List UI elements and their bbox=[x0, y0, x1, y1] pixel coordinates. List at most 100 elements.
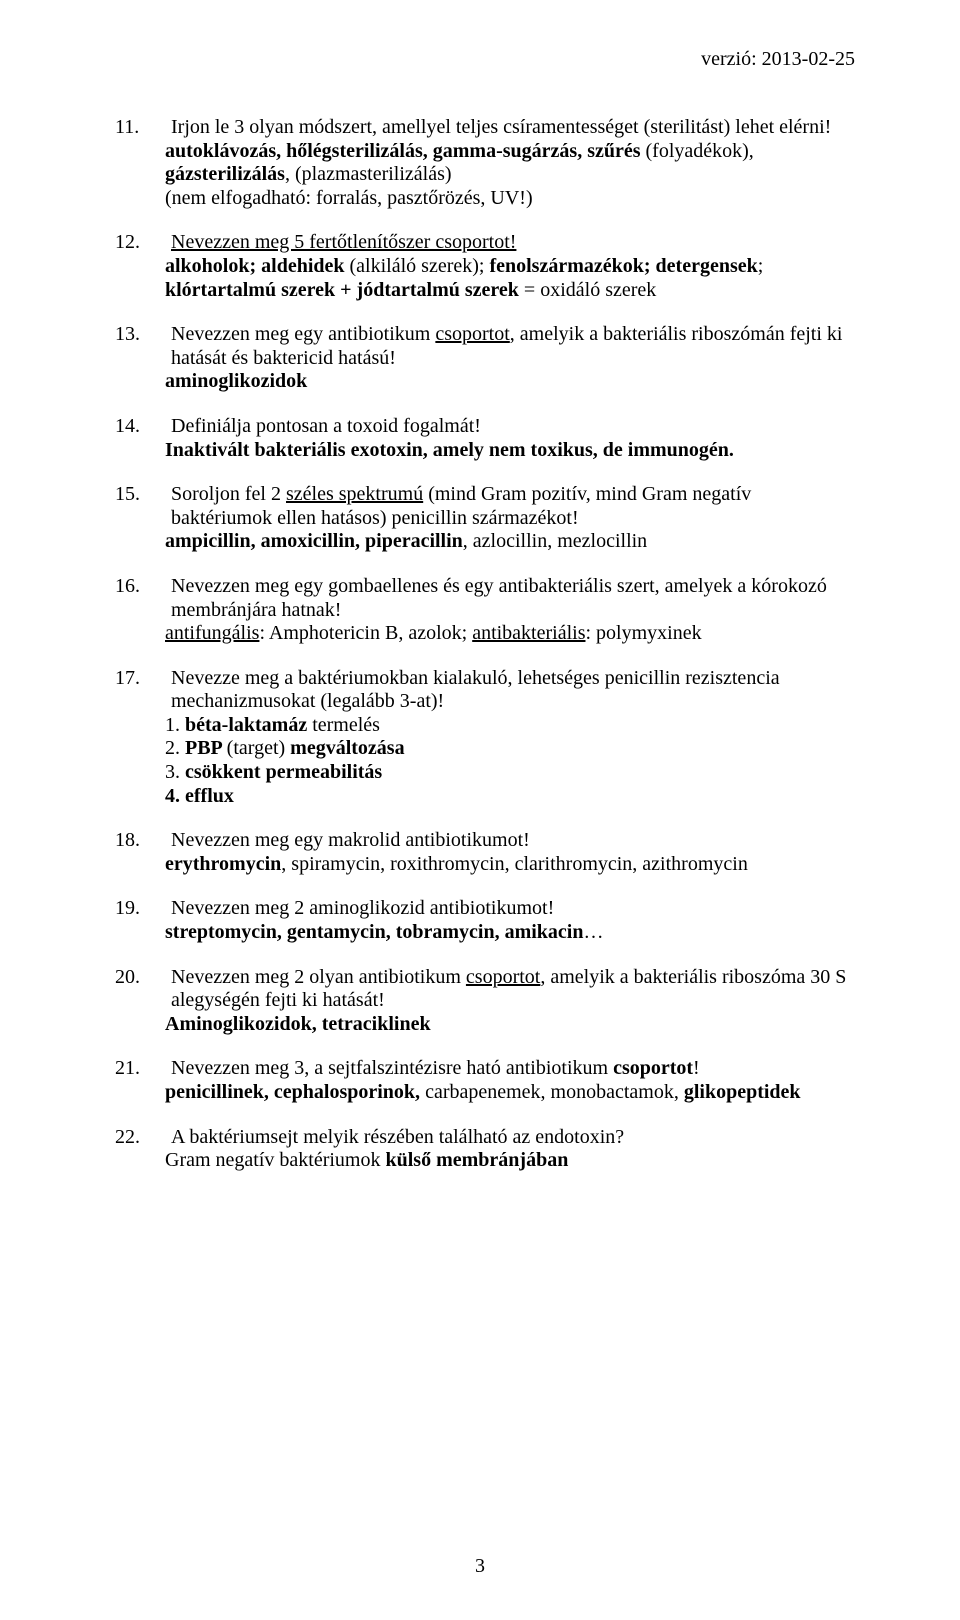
question-item: 16. Nevezzen meg egy gombaellenes és egy… bbox=[115, 575, 855, 646]
answer-bold: glikopeptidek bbox=[684, 1081, 801, 1103]
answer-span: carbapenemek, monobactamok, bbox=[425, 1081, 684, 1103]
answer-text: Inaktivált bakteriális exotoxin, amely n… bbox=[165, 439, 855, 463]
question-text: Irjon le 3 olyan módszert, amellyel telj… bbox=[171, 116, 855, 140]
question-text: Definiálja pontosan a toxoid fogalmát! bbox=[171, 415, 855, 439]
question-item: 12. Nevezzen meg 5 fertőtlenítőszer csop… bbox=[115, 231, 855, 302]
q-part: Nevezzen meg 2 olyan antibiotikum bbox=[171, 966, 466, 988]
answer-text: aminoglikozidok bbox=[165, 370, 855, 394]
item-number: 11. bbox=[115, 116, 171, 140]
answer-span: (folyadékok), bbox=[646, 140, 754, 162]
question-text: Nevezzen meg 3, a sejtfalszintézisre hat… bbox=[171, 1057, 855, 1081]
answer-text: penicillinek, cephalosporinok, carbapene… bbox=[165, 1081, 855, 1105]
item-number: 16. bbox=[115, 575, 171, 622]
answer-span: (target) bbox=[227, 737, 291, 759]
answer-text: antifungális: Amphotericin B, azolok; an… bbox=[165, 622, 855, 646]
item-number: 15. bbox=[115, 483, 171, 530]
answer-bold: klórtartalmú szerek + jódtartalmú szerek bbox=[165, 279, 524, 301]
list-line: 1. bbox=[165, 714, 185, 736]
question-text: Nevezzen meg 2 aminoglikozid antibiotiku… bbox=[171, 897, 855, 921]
item-number: 20. bbox=[115, 966, 171, 1013]
list-line: 2. bbox=[165, 737, 185, 759]
q-part: Nevezzen meg egy antibiotikum bbox=[171, 323, 435, 345]
answer-bold: 4. efflux bbox=[165, 785, 234, 807]
item-number: 21. bbox=[115, 1057, 171, 1081]
question-item: 14. Definiálja pontosan a toxoid fogalmá… bbox=[115, 415, 855, 462]
question-item: 19. Nevezzen meg 2 aminoglikozid antibio… bbox=[115, 897, 855, 944]
question-item: 22. A baktériumsejt melyik részében talá… bbox=[115, 1126, 855, 1173]
answer-bold: gázsterilizálás bbox=[165, 163, 285, 185]
answer-span: (alkiláló szerek); bbox=[350, 255, 490, 277]
question-text: Nevezzen meg egy gombaellenes és egy ant… bbox=[171, 575, 855, 622]
question-item: 18. Nevezzen meg egy makrolid antibiotik… bbox=[115, 829, 855, 876]
q-part: ! bbox=[693, 1057, 700, 1079]
version-label: verzió: 2013-02-25 bbox=[701, 48, 855, 71]
q-underline: széles spektrumú bbox=[286, 483, 423, 505]
answer-bold: streptomycin, gentamycin, tobramycin, am… bbox=[165, 921, 584, 943]
answer-text: ampicillin, amoxicillin, piperacillin, a… bbox=[165, 530, 855, 554]
answer-text: erythromycin, spiramycin, roxithromycin,… bbox=[165, 853, 855, 877]
answer-text: Aminoglikozidok, tetraciklinek bbox=[165, 1013, 855, 1037]
question-text: Soroljon fel 2 széles spektrumú (mind Gr… bbox=[171, 483, 855, 530]
question-item: 21. Nevezzen meg 3, a sejtfalszintézisre… bbox=[115, 1057, 855, 1104]
answer-bold: Inaktivált bakteriális exotoxin, amely n… bbox=[165, 439, 734, 461]
answer-bold: autoklávozás, hőlégsterilizálás, gamma-s… bbox=[165, 140, 646, 162]
question-item: 15. Soroljon fel 2 széles spektrumú (min… bbox=[115, 483, 855, 554]
answer-text: streptomycin, gentamycin, tobramycin, am… bbox=[165, 921, 855, 945]
question-item: 20. Nevezzen meg 2 olyan antibiotikum cs… bbox=[115, 966, 855, 1037]
answer-span: (nem elfogadható: forralás, pasztőrözés,… bbox=[165, 187, 533, 209]
question-text: A baktériumsejt melyik részében találhat… bbox=[171, 1126, 855, 1150]
answer-span: , (plazmasterilizálás) bbox=[285, 163, 452, 185]
item-number: 14. bbox=[115, 415, 171, 439]
question-item: 11. Irjon le 3 olyan módszert, amellyel … bbox=[115, 116, 855, 210]
answer-text: Gram negatív baktériumok külső membránjá… bbox=[165, 1149, 855, 1173]
answer-text: autoklávozás, hőlégsterilizálás, gamma-s… bbox=[165, 140, 855, 211]
answer-text: 1. béta-laktamáz termelés 2. PBP (target… bbox=[165, 714, 855, 808]
answer-span: Gram negatív baktériumok bbox=[165, 1149, 386, 1171]
question-item: 13. Nevezzen meg egy antibiotikum csopor… bbox=[115, 323, 855, 394]
item-number: 19. bbox=[115, 897, 171, 921]
question-text: Nevezzen meg egy antibiotikum csoportot,… bbox=[171, 323, 855, 370]
answer-bold: ampicillin, amoxicillin, piperacillin bbox=[165, 530, 463, 552]
document-content: 11. Irjon le 3 olyan módszert, amellyel … bbox=[115, 116, 855, 1173]
answer-text: alkoholok; aldehidek (alkiláló szerek); … bbox=[165, 255, 855, 302]
answer-span: : polymyxinek bbox=[585, 622, 701, 644]
q-bold: csoportot bbox=[613, 1057, 693, 1079]
q-part: Nevezzen meg 3, a sejtfalszintézisre hat… bbox=[171, 1057, 613, 1079]
answer-span: = oxidáló szerek bbox=[524, 279, 656, 301]
answer-span: termelés bbox=[312, 714, 380, 736]
q-underline: csoportot bbox=[435, 323, 509, 345]
answer-bold: alkoholok; aldehidek bbox=[165, 255, 350, 277]
answer-span: , spiramycin, roxithromycin, clarithromy… bbox=[281, 853, 748, 875]
answer-bold: PBP bbox=[185, 737, 227, 759]
answer-bold: erythromycin bbox=[165, 853, 281, 875]
question-item: 17. Nevezze meg a baktériumokban kialaku… bbox=[115, 667, 855, 809]
item-number: 18. bbox=[115, 829, 171, 853]
answer-bold: külső membránjában bbox=[386, 1149, 569, 1171]
item-number: 22. bbox=[115, 1126, 171, 1150]
answer-bold: megváltozása bbox=[290, 737, 404, 759]
q-underline: csoportot bbox=[466, 966, 540, 988]
question-text: Nevezzen meg 2 olyan antibiotikum csopor… bbox=[171, 966, 855, 1013]
q-part: Soroljon fel 2 bbox=[171, 483, 286, 505]
question-text: Nevezzen meg 5 fertőtlenítőszer csoporto… bbox=[171, 231, 855, 255]
item-number: 17. bbox=[115, 667, 171, 714]
question-text: Nevezzen meg egy makrolid antibiotikumot… bbox=[171, 829, 855, 853]
page-number: 3 bbox=[0, 1555, 960, 1578]
answer-underline: antibakteriális bbox=[472, 622, 585, 644]
answer-bold: béta-laktamáz bbox=[185, 714, 312, 736]
answer-span: , azlocillin, mezlocillin bbox=[463, 530, 647, 552]
answer-span: : Amphotericin B, azolok; bbox=[259, 622, 472, 644]
answer-bold: csökkent permeabilitás bbox=[185, 761, 382, 783]
item-number: 13. bbox=[115, 323, 171, 370]
question-text: Nevezze meg a baktériumokban kialakuló, … bbox=[171, 667, 855, 714]
answer-span: … bbox=[584, 921, 604, 943]
item-number: 12. bbox=[115, 231, 171, 255]
answer-bold: aminoglikozidok bbox=[165, 370, 307, 392]
answer-bold: Aminoglikozidok, tetraciklinek bbox=[165, 1013, 431, 1035]
answer-underline: antifungális bbox=[165, 622, 259, 644]
answer-bold: fenolszármazékok; detergensek bbox=[489, 255, 757, 277]
answer-span: ; bbox=[758, 255, 764, 277]
question-underline: Nevezzen meg 5 fertőtlenítőszer csoporto… bbox=[171, 231, 516, 253]
answer-bold: penicillinek, cephalosporinok, bbox=[165, 1081, 425, 1103]
list-line: 3. bbox=[165, 761, 185, 783]
